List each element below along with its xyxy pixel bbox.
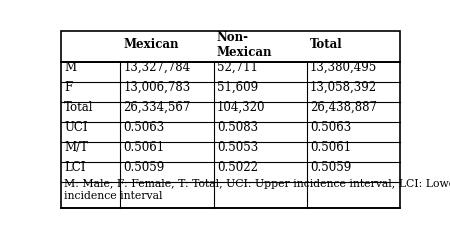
Text: 104,320: 104,320 [217, 101, 265, 114]
Text: 0.5053: 0.5053 [217, 141, 258, 154]
Text: 0.5063: 0.5063 [123, 121, 165, 134]
Text: 13,058,392: 13,058,392 [310, 81, 377, 94]
Text: 0.5061: 0.5061 [310, 141, 351, 154]
Text: 0.5022: 0.5022 [217, 161, 258, 174]
Text: 52,711: 52,711 [217, 61, 258, 74]
Text: 26,438,887: 26,438,887 [310, 101, 377, 114]
Text: M: M [64, 61, 76, 74]
Text: Total: Total [64, 101, 94, 114]
Text: 13,380,495: 13,380,495 [310, 61, 378, 74]
Text: UCI: UCI [64, 121, 88, 134]
Text: Mexican: Mexican [123, 38, 179, 51]
Text: 51,609: 51,609 [217, 81, 258, 94]
Text: 0.5061: 0.5061 [123, 141, 165, 154]
Text: 26,334,567: 26,334,567 [123, 101, 191, 114]
Text: 0.5083: 0.5083 [217, 121, 258, 134]
Text: 0.5059: 0.5059 [123, 161, 165, 174]
Text: M/T: M/T [64, 141, 88, 154]
Text: 0.5063: 0.5063 [310, 121, 351, 134]
Text: 13,006,783: 13,006,783 [123, 81, 191, 94]
Text: Total: Total [310, 38, 343, 51]
Bar [61, 62, 400, 208]
Text: F: F [64, 81, 72, 94]
Text: 13,327,784: 13,327,784 [123, 61, 190, 74]
Text: Non-
Mexican: Non- Mexican [217, 31, 272, 59]
Text: LCI: LCI [64, 161, 86, 174]
Text: M: Male, F: Female, T: Total, UCI: Upper incidence interval, LCI: Lower
incidenc: M: Male, F: Female, T: Total, UCI: Upper… [64, 179, 450, 201]
Bar [61, 31, 400, 62]
Text: 0.5059: 0.5059 [310, 161, 351, 174]
